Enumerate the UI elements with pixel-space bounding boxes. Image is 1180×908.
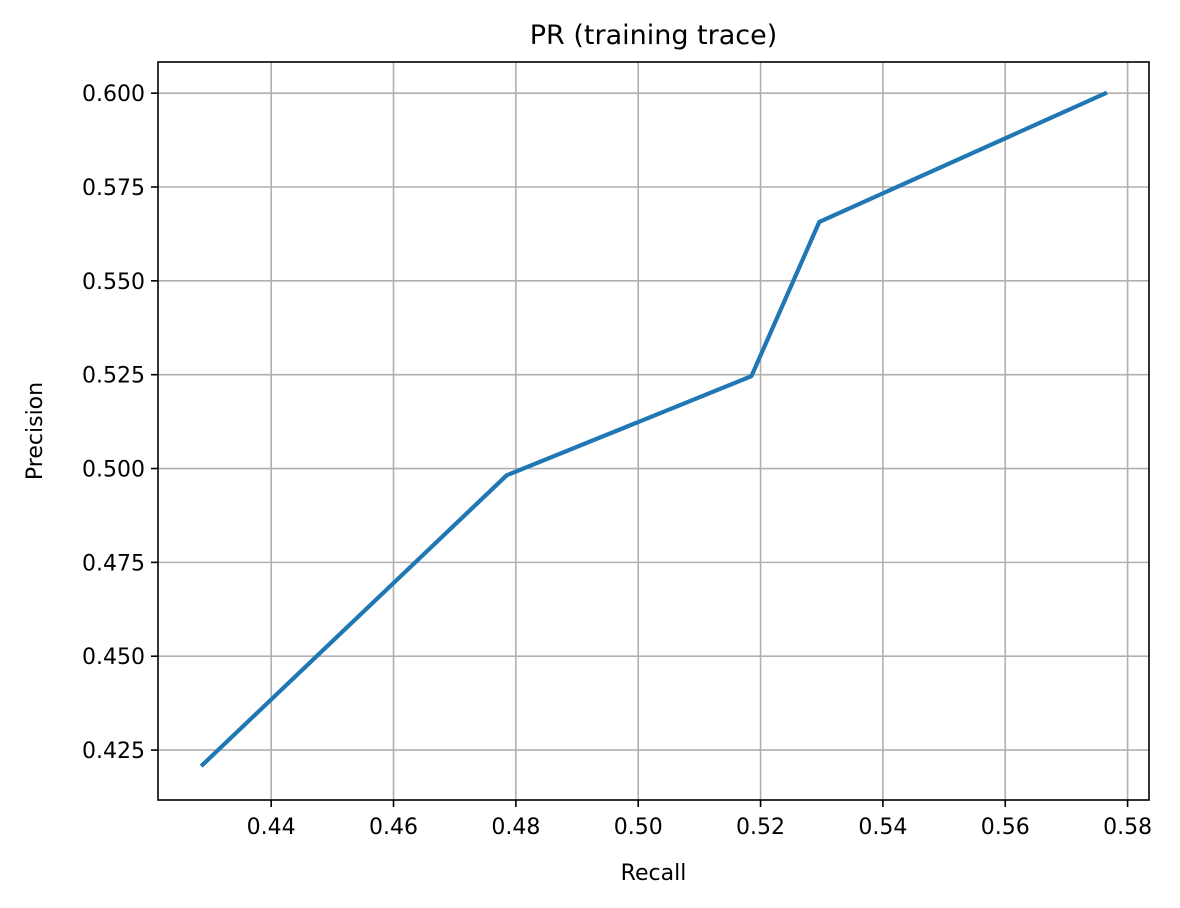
series-layer	[199, 90, 1108, 768]
y-tick-label: 0.600	[82, 82, 145, 107]
y-axis-label: Precision	[23, 382, 48, 480]
pr-curve-line	[199, 90, 1108, 768]
y-tick-label: 0.500	[82, 458, 145, 483]
y-axis-ticks: 0.425 0.450 0.475 0.500 0.525 0.550 0.575 0.600	[82, 82, 158, 764]
x-tick-label: 0.52	[736, 815, 785, 840]
y-tick-label: 0.475	[82, 551, 145, 576]
x-tick-label: 0.46	[369, 815, 418, 840]
y-tick-label: 0.450	[82, 645, 145, 670]
grid-lines	[158, 62, 1149, 800]
x-tick-label: 0.50	[614, 815, 663, 840]
x-tick-label: 0.48	[491, 815, 540, 840]
x-axis-ticks: 0.44 0.46 0.48 0.50 0.52 0.54 0.56 0.58	[247, 800, 1152, 840]
x-tick-label: 0.56	[981, 815, 1030, 840]
y-tick-label: 0.550	[82, 270, 145, 295]
x-tick-label: 0.44	[247, 815, 296, 840]
x-axis-label: Recall	[621, 861, 687, 886]
chart-title: PR (training trace)	[530, 20, 778, 51]
plot-area-background	[158, 62, 1149, 800]
y-tick-label: 0.525	[82, 364, 145, 389]
y-tick-label: 0.575	[82, 176, 145, 201]
y-tick-label: 0.425	[82, 739, 145, 764]
axes-frame	[157, 61, 1150, 801]
x-tick-label: 0.54	[858, 815, 907, 840]
x-tick-label: 0.58	[1103, 815, 1152, 840]
